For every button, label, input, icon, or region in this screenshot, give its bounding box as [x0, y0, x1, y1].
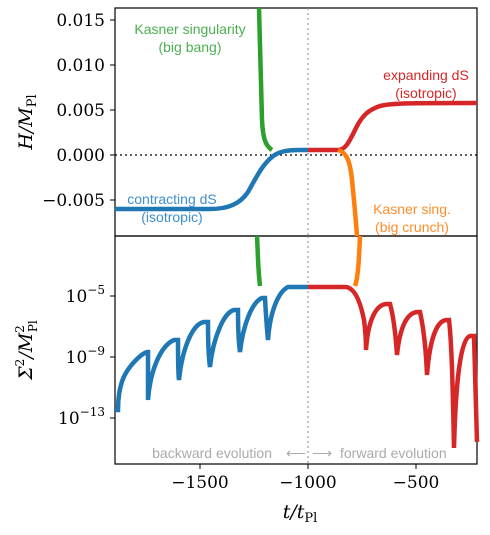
- top-red-curve: [308, 100, 478, 153]
- top-ytick-label: 0.010: [56, 56, 105, 76]
- bottom-ytick-label: 10−9: [66, 344, 105, 368]
- bottom-green-curve: [254, 235, 263, 287]
- bottom-ytick-label: 10−5: [66, 283, 105, 307]
- top-ytick-label: −0.005: [42, 191, 105, 211]
- top-green-curve: [256, 7, 274, 152]
- annotation-contracting-line1: contracting dS: [127, 191, 217, 207]
- top-orange-curve: [337, 147, 360, 237]
- annotation-expanding-line2: (isotropic): [395, 85, 456, 101]
- annotation-backward: backward evolution: [152, 445, 272, 461]
- annotation-backward-arrow: ⟵: [286, 445, 306, 461]
- top-ylabel: H/MPl: [15, 94, 40, 150]
- annotation-crunch-line2: (big crunch): [375, 219, 449, 235]
- xtick-label: −1500: [171, 473, 229, 493]
- xtick-label: −1000: [279, 473, 337, 493]
- top-ytick-label: 0.015: [56, 11, 105, 31]
- bottom-panel-frame: [114, 235, 478, 465]
- top-ytick-label: 0.000: [56, 146, 105, 166]
- annotation-forward-arrow: ⟶: [312, 445, 332, 461]
- annotation-forward: forward evolution: [340, 445, 447, 461]
- annotation-crunch-line1: Kasner sing.: [373, 201, 451, 217]
- annotation-contracting-line2: (isotropic): [141, 209, 202, 225]
- annotation-expanding-line1: expanding dS: [383, 67, 469, 83]
- xtick-label: −500: [393, 473, 440, 493]
- annotation-big-bang-line2: (big bang): [158, 39, 221, 55]
- bottom-red-curve: [308, 284, 480, 449]
- bottom-blue-curve: [115, 284, 308, 413]
- top-blue-curve: [115, 147, 308, 212]
- annotation-big-bang-line1: Kasner singularity: [134, 21, 245, 37]
- bottom-ylabel: Σ2/M2Pl: [13, 320, 40, 381]
- bottom-orange-curve: [352, 235, 363, 287]
- xlabel: t/tPl: [283, 501, 318, 526]
- top-ytick-label: 0.005: [56, 101, 105, 121]
- bottom-ytick-label: 10−13: [58, 405, 105, 429]
